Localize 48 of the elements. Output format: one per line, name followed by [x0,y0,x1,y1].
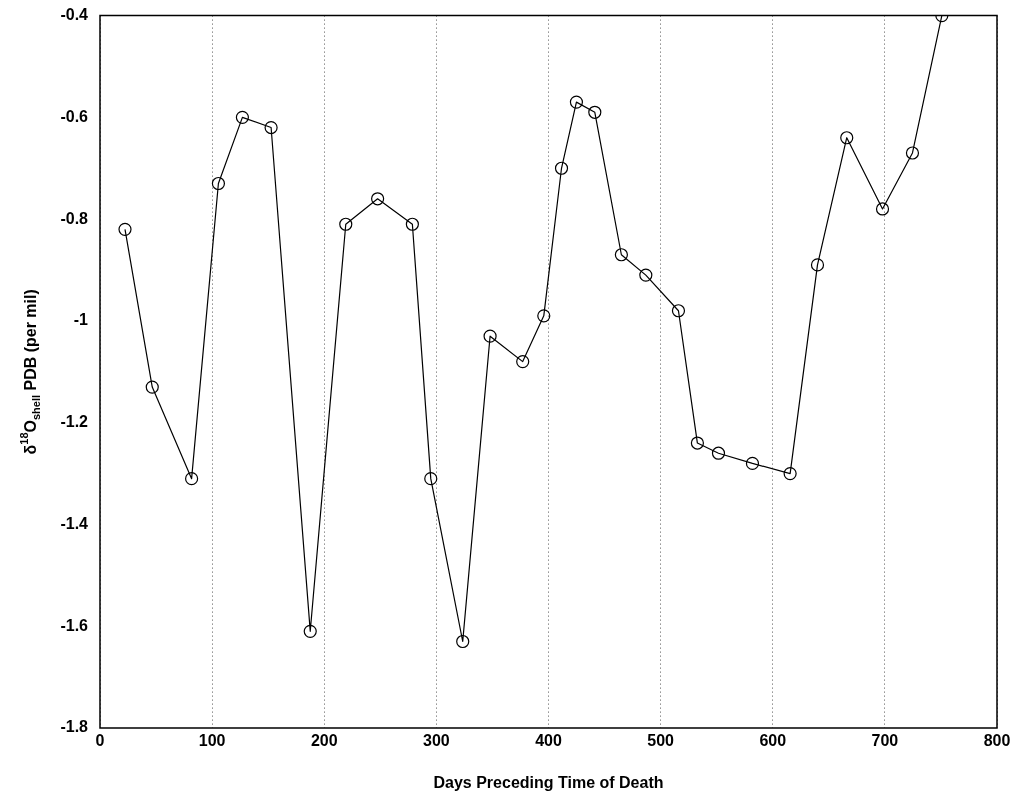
y-tick-label: -0.8 [60,209,89,227]
y-tick-label: -1.4 [60,514,89,532]
point [371,192,385,206]
y-axis-title: δ18Oshell PDB (per mil) [18,289,42,455]
y-tick-label: -1 [73,311,89,329]
point [783,466,797,481]
point [588,105,602,119]
point [456,634,470,649]
point [639,268,653,282]
point [711,446,726,460]
x-tick-label: 200 [310,732,338,750]
y-tick-label: -0.6 [60,107,89,125]
point [211,176,225,191]
point [118,222,132,236]
point [554,161,569,175]
point [840,131,854,145]
point [537,309,551,323]
x-tick-label: 500 [647,732,675,750]
point [303,624,317,638]
point [810,258,825,272]
x-tick-label: 300 [423,732,450,750]
y-tick-label: -1.8 [60,718,89,736]
x-tick-label: 400 [535,732,562,750]
point [235,110,249,124]
x-tick-label: 800 [983,732,1011,750]
point [185,472,199,486]
point [905,146,920,160]
point [516,355,530,369]
y-tick-label: -1.2 [60,413,89,431]
point [690,436,704,450]
point [483,329,497,343]
x-tick-label: 100 [198,732,226,750]
point [614,248,628,262]
y-tick-label: -1.6 [60,616,89,634]
point [424,472,438,486]
point [264,120,278,135]
x-tick-label: 700 [871,732,899,750]
point [875,202,890,216]
point [569,95,584,109]
point [745,456,760,470]
x-axis-title: Days Preceding Time of Death [433,774,664,791]
point [405,217,419,231]
point [339,217,353,231]
point [671,304,686,318]
x-tick-label: 0 [95,732,105,750]
y-tick-label: -0.4 [60,6,89,24]
x-tick-label: 600 [759,732,787,750]
point [145,380,159,394]
